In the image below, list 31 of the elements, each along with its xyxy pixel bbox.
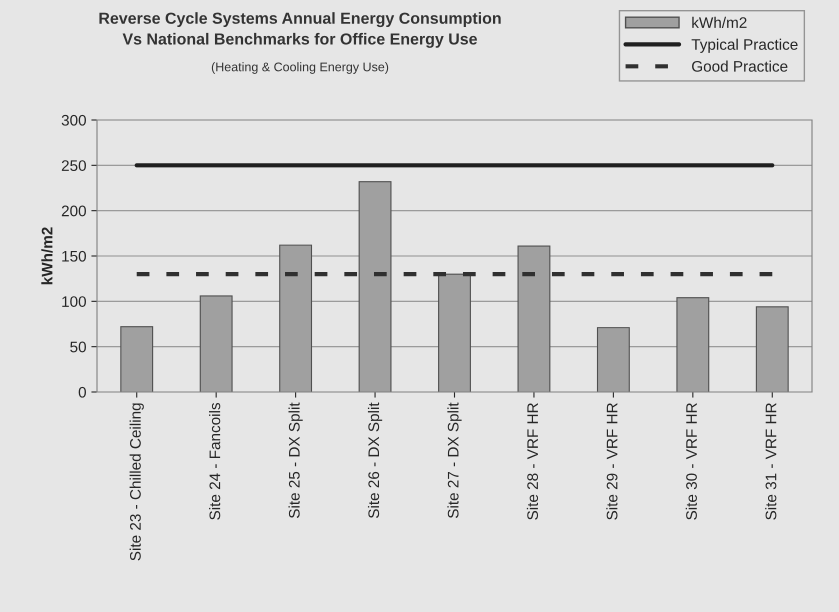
bar bbox=[200, 295, 233, 392]
legend-label: Good Practice bbox=[692, 60, 788, 72]
y-axis-title: kWh/m2 bbox=[41, 227, 53, 284]
legend-label: kWh/m2 bbox=[692, 16, 747, 28]
bar bbox=[358, 181, 392, 392]
x-tick-label: Site 27 - DX Split bbox=[447, 402, 462, 518]
y-tick-label: 50 bbox=[70, 342, 86, 352]
y-tick-label: 0 bbox=[78, 386, 86, 398]
x-tick-label: Site 29 - VRF HR bbox=[606, 403, 618, 520]
bar bbox=[596, 327, 630, 392]
chart-subtitle: (Heating & Cooling Energy Use) bbox=[212, 62, 388, 74]
x-tick-label: Site 31 - VRF HR bbox=[765, 403, 776, 520]
bar bbox=[756, 306, 789, 392]
x-tick-label: Site 30 - VRF HR bbox=[686, 403, 697, 520]
bar bbox=[279, 244, 312, 392]
y-tick-label: 250 bbox=[62, 160, 86, 172]
x-tick-label: Site 23 - Chilled Ceiling bbox=[130, 403, 144, 561]
x-tick-label: Site 28 - VRF HR bbox=[526, 403, 538, 520]
bar bbox=[518, 245, 550, 392]
bar bbox=[120, 326, 154, 392]
y-tick-label: 200 bbox=[62, 206, 86, 216]
y-tick-label: 150 bbox=[62, 250, 86, 262]
x-tick-label: Site 24 - Fancoils bbox=[209, 402, 220, 520]
x-tick-label: Site 25 - DX Split bbox=[288, 402, 303, 518]
bar bbox=[438, 274, 471, 392]
chart-title: Reverse Cycle Systems Annual Energy Consumption Vs National Benchmarks for Office Energy Use bbox=[99, 12, 501, 48]
bar bbox=[676, 297, 710, 392]
legend-label: Typical Practice bbox=[692, 38, 798, 53]
y-tick-label: 300 bbox=[62, 114, 86, 126]
y-tick-label: 100 bbox=[62, 296, 86, 308]
x-tick-label: Site 26 - DX Split bbox=[368, 402, 382, 518]
